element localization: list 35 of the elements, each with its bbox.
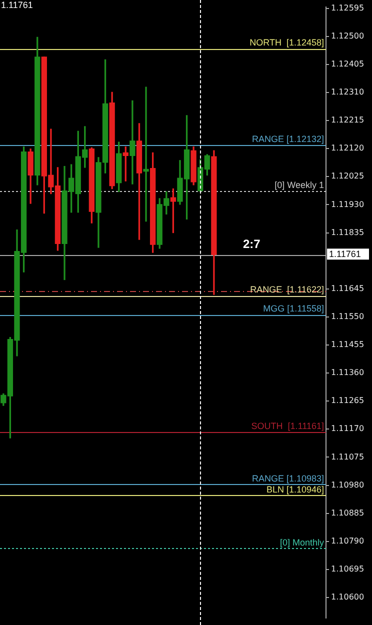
ref-line-label: SOUTH [1.11161] [251,420,324,431]
y-tick-label: 1.10695 [331,564,364,574]
candlestick [130,100,136,184]
y-tick-label: 1.11930 [331,200,364,209]
y-tick-label: 1.12215 [331,116,364,125]
y-tick-label: 1.12310 [331,88,364,97]
ref-line-label: [0] Monthly [280,537,324,548]
candlestick [143,86,149,222]
annotation: 1.11761 [1,0,33,10]
ref-line-label: NORTH [1.12458] [250,38,324,48]
y-tick-label: 1.11550 [331,312,364,322]
y-tick-label: 1.12405 [331,59,364,68]
y-tick-label: 1.10885 [331,508,364,518]
y-tick-label: 1.11075 [331,452,364,462]
y-tick-label: 1.11265 [331,396,364,406]
annotation: 2:7 [243,236,261,251]
y-tick-label: 1.11835 [331,228,364,237]
ref-line-label: RANGE [1.10983] [252,473,324,484]
y-tick-label: 1.12500 [331,31,364,40]
y-tick-label: 1.10980 [331,480,364,490]
y-tick-label: 1.11645 [331,284,364,293]
y-tick-label: 1.11170 [331,424,364,434]
ref-line-label: RANGE [1.11622] [250,284,324,295]
y-tick-label: 1.10600 [331,592,364,602]
y-tick-label: 1.10790 [331,536,364,546]
y-tick-label: 1.12120 [331,144,364,153]
y-tick-label: 1.12595 [331,3,364,12]
ref-line-label: MGG [1.11558] [263,304,324,314]
ref-line-label: [0] Weekly 1 [274,180,324,190]
y-tick-label: 1.11360 [331,368,364,378]
ref-line-label: BLN [1.10946] [266,484,324,494]
y-tick-label: 1.12025 [331,172,364,181]
ref-line-label: RANGE [1.12132] [252,134,324,144]
ref-line-label: 1.11761 [329,249,361,260]
y-tick-label: 1.11455 [331,340,364,350]
